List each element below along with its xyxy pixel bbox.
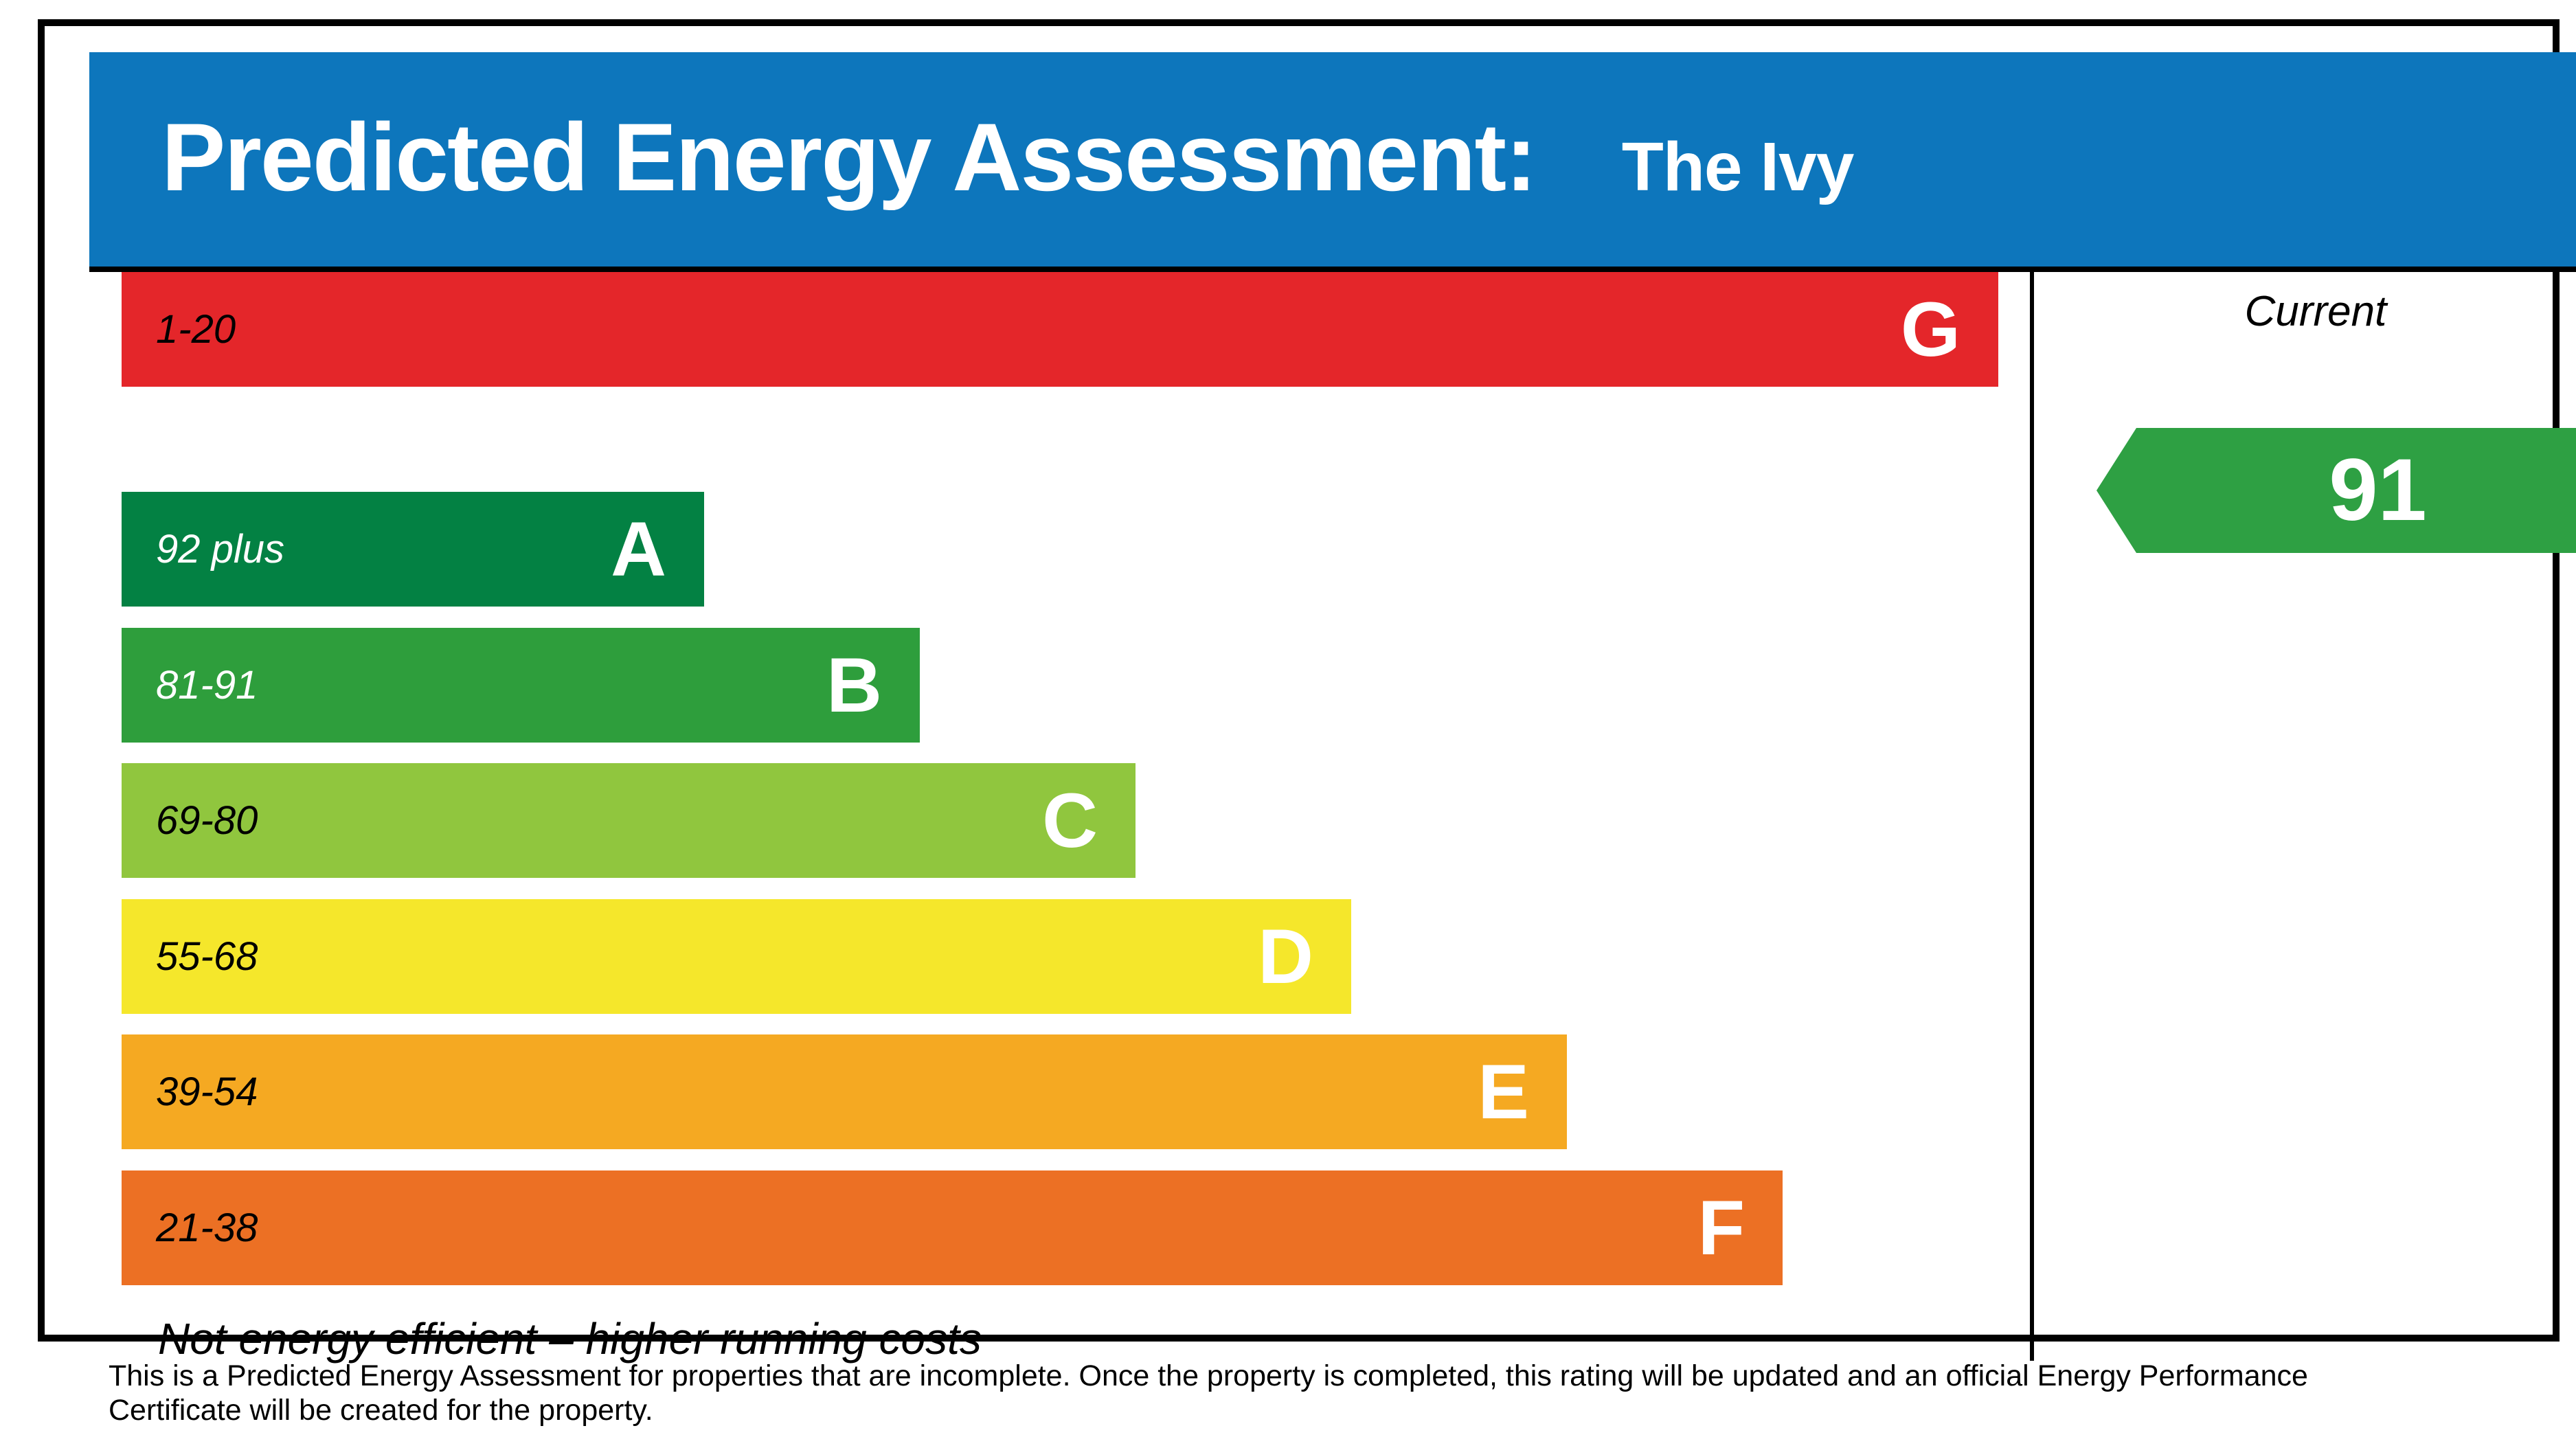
band-c-letter: C bbox=[1042, 777, 1098, 863]
footer-disclaimer-line-2: Certificate will be created for the prop… bbox=[109, 1394, 653, 1427]
footer-disclaimer: This is a Predicted Energy Assessment fo… bbox=[109, 1359, 2527, 1427]
band-g-letter: G bbox=[1900, 286, 1961, 372]
epc-band-a: 92 plus A bbox=[122, 492, 704, 607]
current-column-label: Current bbox=[2244, 288, 2387, 335]
band-e-letter: E bbox=[1478, 1048, 1529, 1135]
band-e-range: 39-54 bbox=[156, 1070, 258, 1114]
epc-chart-area: Very energy efficient – lower running co… bbox=[89, 272, 2576, 1364]
epc-band-b: 81-91 B bbox=[122, 628, 920, 743]
certificate-frame: Predicted Energy Assessment: The Ivy Ver… bbox=[38, 19, 2576, 1364]
band-f-range: 21-38 bbox=[156, 1206, 258, 1250]
current-rating-arrow: 91 bbox=[2097, 428, 2576, 553]
band-g-range: 1-20 bbox=[156, 307, 236, 352]
current-rating-column: Current 91 bbox=[2034, 272, 2576, 1361]
property-name: The Ivy bbox=[1621, 128, 1855, 205]
footer-disclaimer-line-1: This is a Predicted Energy Assessment fo… bbox=[109, 1359, 2308, 1392]
band-a-letter: A bbox=[611, 506, 666, 592]
epc-band-e: 39-54 E bbox=[122, 1034, 1567, 1149]
page-title: Predicted Energy Assessment: bbox=[161, 103, 1537, 211]
band-c-range: 69-80 bbox=[156, 798, 258, 843]
band-b-letter: B bbox=[826, 642, 882, 728]
epc-band-f: 21-38 F bbox=[122, 1170, 1783, 1285]
band-b-range: 81-91 bbox=[156, 663, 258, 708]
current-rating-value: 91 bbox=[2329, 441, 2427, 539]
band-d-letter: D bbox=[1258, 913, 1313, 999]
certificate-header: Predicted Energy Assessment: The Ivy bbox=[89, 52, 2576, 272]
band-d-range: 55-68 bbox=[156, 934, 258, 979]
epc-band-g: 1-20 G bbox=[122, 272, 1998, 387]
column-divider bbox=[2030, 272, 2034, 1361]
epc-band-d: 55-68 D bbox=[122, 899, 1351, 1014]
band-f-letter: F bbox=[1697, 1184, 1745, 1271]
epc-band-c: 69-80 C bbox=[122, 763, 1136, 878]
band-a-range: 92 plus bbox=[156, 527, 285, 572]
bottom-caption: Not energy efficient – higher running co… bbox=[158, 1314, 982, 1364]
